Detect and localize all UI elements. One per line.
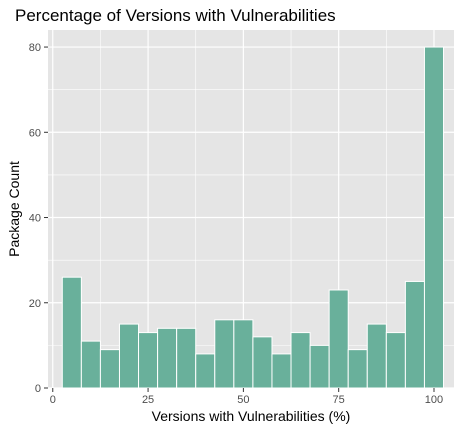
histogram-bar bbox=[309, 344, 330, 389]
y-axis: 0 20 40 60 80 bbox=[29, 42, 48, 395]
x-tick-label: 0 bbox=[50, 394, 56, 406]
y-tick-label: 0 bbox=[35, 383, 41, 395]
y-tick-label: 40 bbox=[29, 213, 41, 225]
histogram-bar bbox=[118, 323, 140, 389]
histogram-bar bbox=[195, 353, 216, 389]
histogram-bar bbox=[214, 319, 235, 389]
histogram-bar bbox=[423, 46, 445, 389]
chart-title: Percentage of Versions with Vulnerabilit… bbox=[15, 6, 336, 25]
histogram-bar bbox=[99, 349, 120, 389]
histogram-bar bbox=[176, 327, 197, 389]
histogram-bar bbox=[157, 327, 178, 389]
histogram-bar bbox=[385, 332, 406, 389]
x-tick-label: 25 bbox=[142, 394, 154, 406]
histogram-bar bbox=[61, 276, 82, 389]
histogram-bar bbox=[404, 280, 425, 389]
bars bbox=[61, 46, 445, 389]
y-axis-title: Package Count bbox=[6, 161, 22, 257]
histogram-bar bbox=[271, 353, 292, 389]
histogram-bar bbox=[290, 332, 311, 389]
histogram-bar bbox=[347, 349, 368, 389]
x-axis: 0 25 50 75 100 bbox=[50, 388, 443, 406]
y-tick-label: 60 bbox=[29, 127, 41, 139]
grid-minor bbox=[48, 30, 454, 388]
x-tick-label: 100 bbox=[425, 394, 443, 406]
x-axis-title: Versions with Vulnerabilities (%) bbox=[152, 408, 351, 424]
histogram-bar bbox=[328, 289, 349, 389]
histogram-bar bbox=[233, 319, 254, 389]
x-tick-label: 75 bbox=[333, 394, 345, 406]
histogram-bar bbox=[366, 323, 387, 389]
histogram-bar bbox=[80, 340, 101, 389]
x-tick-label: 50 bbox=[237, 394, 249, 406]
histogram-bar bbox=[138, 332, 159, 389]
y-tick-label: 80 bbox=[29, 42, 41, 54]
y-tick-label: 20 bbox=[29, 298, 41, 310]
histogram-bar bbox=[252, 336, 273, 389]
